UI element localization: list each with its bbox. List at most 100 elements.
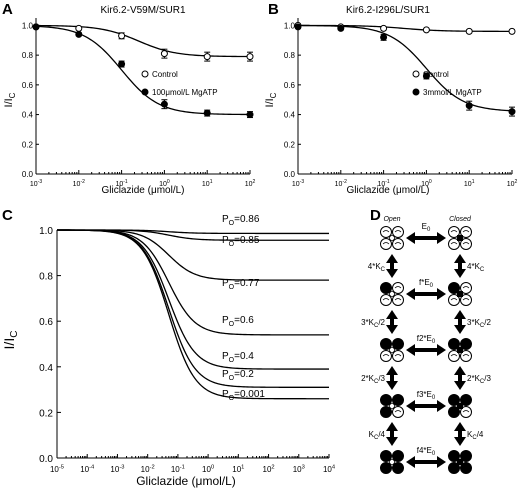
subunit-detail: [382, 298, 390, 301]
panel-c: C Gliclazide (μmol/L) I/IC 0.0 0.2 0.4 0.6 0…: [1, 207, 336, 488]
subunit-detail: [394, 242, 402, 245]
scheme-h-arrow-2-label: f2*E0: [417, 334, 436, 345]
panel-b-legend-control: Control: [423, 70, 449, 79]
scheme-right-v-arrow-1-head-up: [454, 310, 466, 319]
panel-b-data-point: [465, 27, 473, 35]
panel-b-x-tick-label: 10-1: [377, 179, 389, 188]
panel-b-y-tick-label: 0.4: [284, 111, 296, 120]
pore-open: [389, 459, 395, 465]
subunit-detail: [462, 354, 470, 357]
panel-a-legend-control: Control: [152, 70, 178, 79]
scheme-h-arrow-1-head-left: [406, 288, 415, 300]
panel-c-x-tick-label: 10-1: [171, 464, 185, 474]
panel-a: A Kir6.2-V59M/SUR1 Gliclazide (μmol/L) I…: [2, 1, 255, 196]
scheme-h-arrow-1-label: f*E0: [419, 278, 434, 289]
panel-b-legend-marker: [412, 88, 420, 96]
subunit: [392, 462, 404, 474]
scheme-right-v-arrow-1-label: 3*KC/2: [467, 318, 491, 329]
pore-closed: [457, 403, 463, 409]
subunit: [448, 238, 460, 250]
subunit: [380, 450, 392, 462]
panel-a-data-point: [32, 23, 40, 31]
subunit-detail: [462, 298, 470, 301]
panel-c-curve-2: [57, 229, 329, 281]
scheme-h-arrow-3-label: f3*E0: [417, 390, 436, 401]
panel-a-y-tick-label: 0.0: [22, 170, 34, 179]
scheme-left-v-arrow-3-head-up: [386, 422, 398, 431]
subunit: [460, 450, 472, 462]
scheme-h-arrow-3-head-right: [437, 400, 446, 412]
panel-c-x-tick-label: 10-5: [50, 464, 64, 474]
scheme-h-arrow-4-head-left: [406, 456, 415, 468]
panel-a-data-point: [75, 24, 83, 32]
pore-closed: [457, 347, 463, 353]
panel-c-series-label: PO=0.86: [222, 214, 260, 227]
scheme-right-v-arrow-0-label: 4*KC: [467, 262, 485, 273]
panel-a-xlabel: Gliclazide (μmol/L): [101, 185, 184, 196]
subunit: [448, 450, 460, 462]
subunit: [392, 450, 404, 462]
panel-c-series-label: PO=0.4: [222, 351, 254, 364]
panel-c-xlabel: Gliclazide (μmol/L): [136, 474, 236, 488]
subunit: [380, 226, 392, 238]
panel-a-x-tick-label: 100: [159, 179, 170, 188]
panel-c-y-tick-label: 0.2: [39, 408, 53, 419]
subunit: [448, 350, 460, 362]
panel-a-data-point: [203, 53, 211, 61]
panel-b-data-point: [465, 102, 473, 110]
subunit: [448, 282, 460, 294]
panel-a-fit-curve-0: [35, 24, 251, 58]
panel-a-x-tick-label: 10-2: [73, 179, 85, 188]
subunit: [460, 406, 472, 418]
panel-b-data-point: [422, 72, 430, 80]
panel-a-data-point: [118, 32, 126, 40]
subunit-detail: [462, 230, 470, 233]
panel-b-data-point: [294, 23, 302, 31]
subunit-detail: [450, 298, 458, 301]
pore-open: [389, 403, 395, 409]
scheme-left-v-arrow-2-head-up: [386, 366, 398, 375]
subunit: [380, 406, 392, 418]
scheme-right-v-arrow-2-label: 2*KC/3: [467, 374, 491, 385]
scheme-left-v-arrow-1-head-down: [386, 325, 398, 334]
panel-b-y-tick-label: 1.0: [284, 21, 296, 30]
scheme-h-arrow-2-head-left: [406, 344, 415, 356]
pore-closed: [457, 459, 463, 465]
scheme-left-v-arrow-2-head-down: [386, 381, 398, 390]
panel-c-label: C: [2, 207, 13, 224]
open-channel-state-2: [380, 338, 404, 362]
scheme-right-v-arrow-3-head-down: [454, 437, 466, 446]
panel-c-curve-3: [57, 229, 329, 336]
closed-channel-state-0: [448, 226, 472, 250]
scheme-h-arrow-1-head-right: [437, 288, 446, 300]
subunit: [460, 294, 472, 306]
subunit: [392, 350, 404, 362]
panel-c-x-tick-label: 104: [323, 464, 336, 474]
panel-a-data-point: [246, 53, 254, 61]
panel-a-x-tick-label: 10-1: [115, 179, 127, 188]
panel-a-ylabel: I/IC: [3, 92, 17, 107]
subunit-detail: [382, 354, 390, 357]
panel-c-curve-6: [56, 229, 329, 400]
subunit-detail: [382, 242, 390, 245]
panel-b-x-tick-label: 10-2: [335, 179, 347, 188]
panel-b-legend-mgatp: 3mmol/L MgATP: [423, 88, 482, 97]
subunit-detail: [450, 230, 458, 233]
open-channel-state-3: [380, 394, 404, 418]
panel-c-x-tick-label: 100: [202, 464, 214, 474]
subunit-detail: [394, 354, 402, 357]
pore-closed: [457, 235, 463, 241]
subunit-detail: [462, 286, 470, 289]
scheme-left-v-arrow-0-label: 4*KC: [368, 262, 386, 273]
subunit: [380, 394, 392, 406]
panel-b-y-tick-label: 0.6: [284, 81, 296, 90]
scheme-left-v-arrow-3-head-down: [386, 437, 398, 446]
scheme-h-arrow-0-head-left: [406, 232, 415, 244]
panel-a-data-point: [203, 109, 211, 117]
panel-c-x-tick-label: 102: [263, 464, 275, 474]
subunit: [460, 462, 472, 474]
subunit: [392, 406, 404, 418]
panel-b: B Kir6.2-I296L/SUR1 Gliclazide (μmol/L) …: [264, 1, 517, 196]
subunit: [448, 406, 460, 418]
